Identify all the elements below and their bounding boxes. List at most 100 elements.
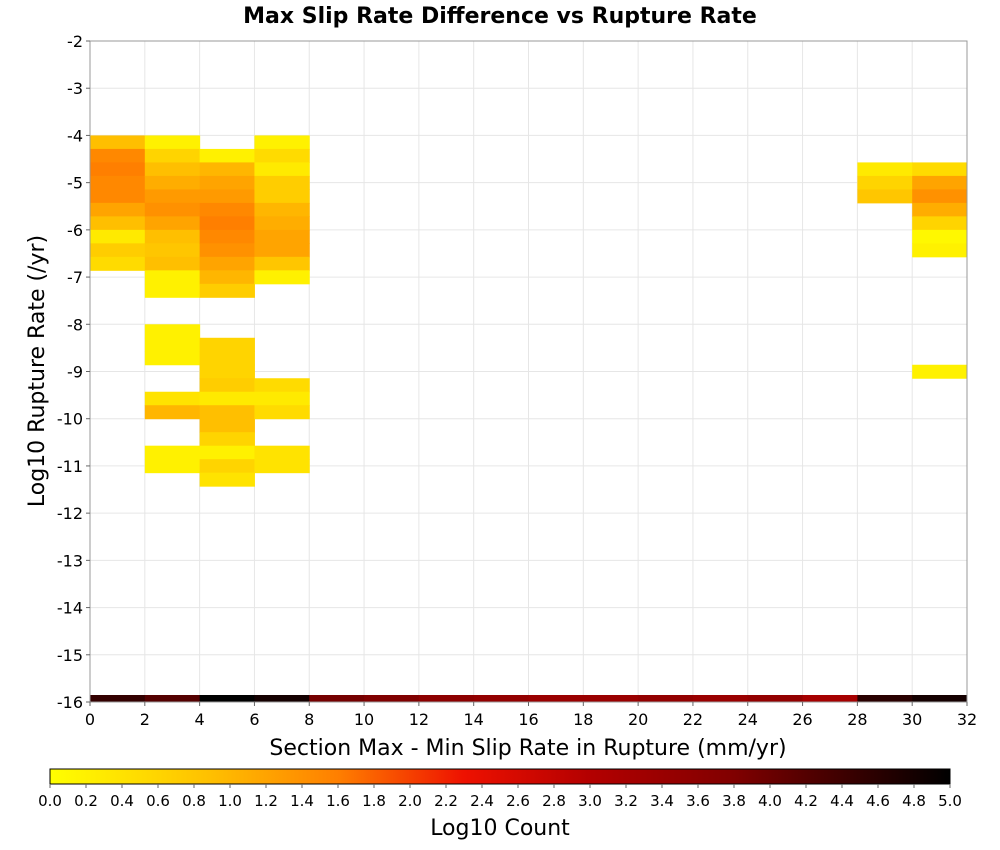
heatmap-cell	[199, 364, 255, 379]
heatmap-cell	[912, 216, 968, 231]
heatmap-cell	[199, 162, 255, 177]
y-tick-label: -14	[57, 599, 83, 618]
heatmap-cell	[364, 695, 420, 702]
heatmap-cell	[254, 270, 310, 285]
heatmap-cell	[144, 337, 201, 352]
colorbar-label: Log10 Count	[430, 816, 570, 841]
y-tick-label: -13	[57, 551, 83, 570]
x-tick-label: 16	[518, 710, 538, 729]
heatmap-cell	[254, 202, 310, 217]
x-tick-label: 8	[304, 710, 314, 729]
heatmap-cell	[254, 189, 310, 204]
heatmap-cell	[912, 695, 968, 702]
heatmap-cell	[144, 229, 201, 244]
colorbar-tick-label: 3.6	[686, 792, 710, 810]
heatmap-cell	[692, 695, 749, 702]
x-tick-label: 12	[409, 710, 429, 729]
colorbar-tick-label: 1.4	[290, 792, 314, 810]
x-tick-label: 30	[902, 710, 922, 729]
x-tick-label: 26	[792, 710, 812, 729]
heatmap-cell	[912, 189, 968, 204]
heatmap-cell	[144, 243, 201, 258]
heatmap-cell	[199, 418, 255, 433]
heatmap-cell	[144, 270, 201, 285]
colorbar-tick-label: 3.0	[578, 792, 602, 810]
x-tick-label: 14	[464, 710, 484, 729]
heatmap-cell	[747, 695, 804, 702]
y-tick-label: -7	[67, 268, 83, 287]
heatmap-cell	[254, 445, 310, 460]
heatmap-cell	[912, 229, 968, 244]
heatmap-cell	[199, 256, 255, 271]
heatmap-cell	[912, 162, 968, 177]
heatmap-cell	[254, 459, 310, 474]
heatmap-cell	[199, 202, 255, 217]
heatmap-cell	[583, 695, 639, 702]
y-tick-label: -15	[57, 646, 83, 665]
heatmap-cell	[912, 202, 968, 217]
heatmap-cell	[802, 695, 858, 702]
y-tick-label: -2	[67, 32, 83, 51]
colorbar-tick-label: 0.4	[110, 792, 134, 810]
heatmap-cell	[144, 324, 201, 339]
heatmap-cell	[199, 472, 255, 487]
colorbar-tick-label: 2.6	[506, 792, 530, 810]
colorbar-tick-label: 3.4	[650, 792, 674, 810]
heatmap-cell	[90, 175, 146, 190]
heatmap-cell	[309, 695, 365, 702]
heatmap-cell	[254, 216, 310, 231]
colorbar-tick-label: 5.0	[938, 792, 962, 810]
heatmap-cell	[90, 202, 146, 217]
colorbar-tick-label: 1.8	[362, 792, 386, 810]
heatmap-cell	[199, 445, 255, 460]
colorbar-tick-label: 4.8	[902, 792, 926, 810]
y-tick-label: -10	[57, 410, 83, 429]
heatmap-cell	[199, 148, 255, 163]
heatmap-cell	[857, 695, 913, 702]
heatmap-cell	[144, 175, 201, 190]
colorbar	[49, 768, 951, 785]
heatmap-cell	[144, 351, 201, 366]
heatmap-cell	[254, 148, 310, 163]
heatmap-cell	[199, 459, 255, 474]
colorbar-tick-label: 1.0	[218, 792, 242, 810]
x-tick-label: 32	[957, 710, 977, 729]
heatmap-cell	[90, 162, 146, 177]
x-tick-label: 0	[85, 710, 95, 729]
colorbar-tick-label: 0.2	[74, 792, 98, 810]
heatmap-cell	[912, 243, 968, 258]
colorbar-tick-label: 4.6	[866, 792, 890, 810]
heatmap-cell	[90, 135, 146, 150]
heatmap-cell	[857, 189, 913, 204]
heatmap-cell	[254, 243, 310, 258]
heatmap-cell	[199, 337, 255, 352]
heatmap-cell	[199, 695, 255, 702]
colorbar-ticks: 0.0 0.2 0.4 0.6 0.8 1.0 1.2 1.4 1.6 1.8 2.0 2.2 2.4 2…	[38, 784, 962, 810]
heatmap-cell	[144, 283, 201, 298]
heatmap-cell	[199, 229, 255, 244]
colorbar-tick-label: 4.2	[794, 792, 818, 810]
y-tick-label: -11	[57, 457, 83, 476]
heatmap-cell	[638, 695, 694, 702]
colorbar-tick-label: 2.2	[434, 792, 458, 810]
heatmap-cell	[857, 162, 913, 177]
heatmap-cell	[90, 189, 146, 204]
colorbar-tick-label: 3.2	[614, 792, 638, 810]
heatmap-cell	[144, 391, 201, 406]
colorbar-tick-label: 2.4	[470, 792, 494, 810]
heatmap-cell	[199, 270, 255, 285]
y-tick-label: -3	[67, 79, 83, 98]
colorbar-tick-label: 2.8	[542, 792, 566, 810]
y-tick-label: -9	[67, 363, 83, 382]
x-axis-label: Section Max - Min Slip Rate in Rupture (…	[269, 736, 786, 761]
x-tick-label: 6	[249, 710, 259, 729]
colorbar-tick-label: 0.8	[182, 792, 206, 810]
heatmap-cell	[199, 351, 255, 366]
y-axis-label: Log10 Rupture Rate (/yr)	[25, 235, 50, 507]
heatmap-cell	[199, 243, 255, 258]
heatmap-cell	[199, 432, 255, 447]
x-axis-ticks: 0 2 4 6 8 10 12 14 16 18 20 22 24 26 28 30 32	[85, 702, 977, 729]
heatmap-cell	[254, 378, 310, 393]
heatmap-cell	[144, 135, 201, 150]
